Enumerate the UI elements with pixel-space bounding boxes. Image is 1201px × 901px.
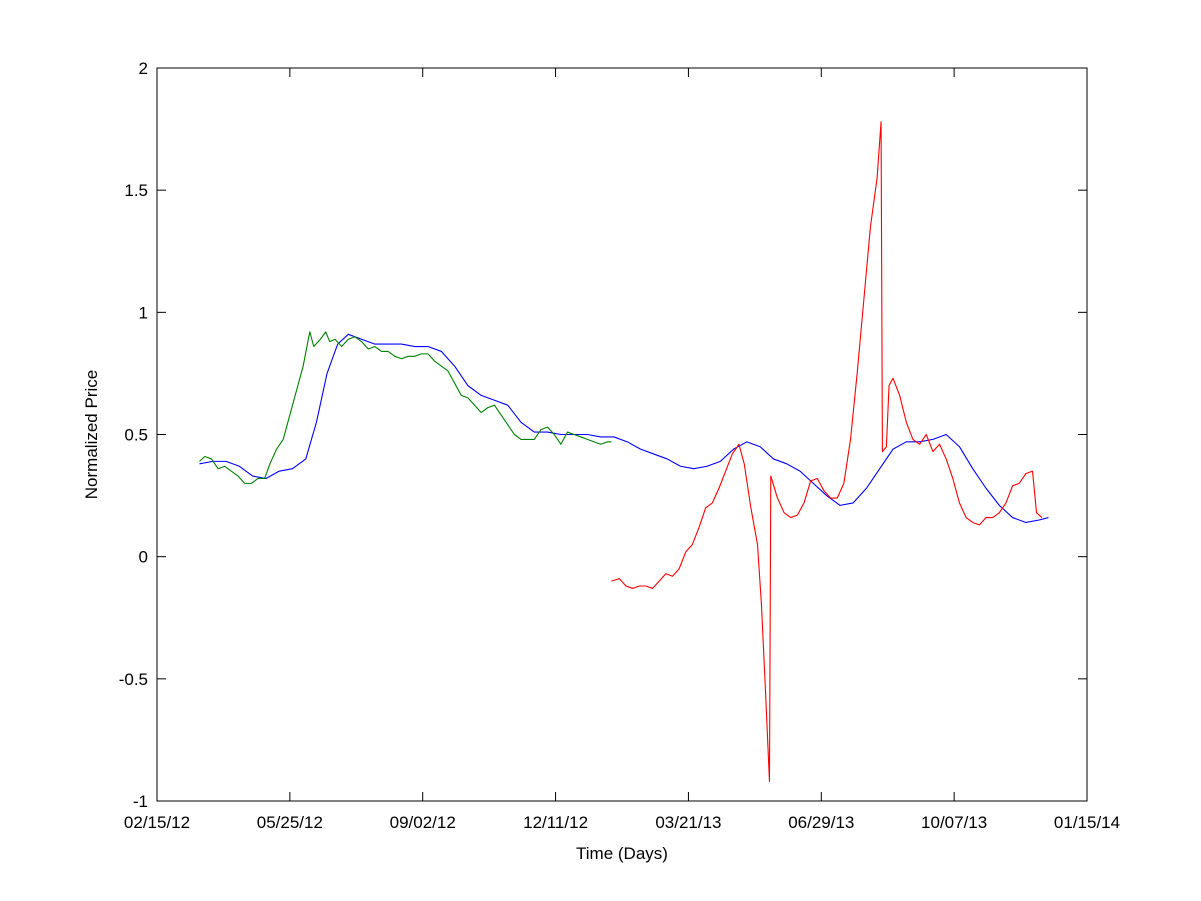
x-tick-label: 01/15/14: [1054, 813, 1120, 832]
x-tick-label: 09/02/12: [390, 813, 456, 832]
y-tick-label: 1.5: [124, 181, 148, 200]
y-tick-label: -1: [133, 792, 148, 811]
y-tick-labels: -1 -0.5 0 0.5 1 1.5 2: [119, 59, 148, 811]
y-tick-label: 2: [139, 59, 148, 78]
x-tick-label: 06/29/13: [788, 813, 854, 832]
series-line-3: [611, 121, 1043, 782]
x-tick-label: 05/25/12: [257, 813, 323, 832]
series-layer: [199, 121, 1049, 782]
plot-area-frame: [156, 67, 1088, 802]
series-line-1: [199, 333, 1049, 524]
y-tick-label: 0.5: [124, 426, 148, 445]
x-tick-label: 12/11/12: [523, 813, 588, 832]
y-tick-label: 0: [139, 548, 148, 567]
y-tick-label: -0.5: [119, 670, 148, 689]
x-tick-label: 03/21/13: [655, 813, 721, 832]
series-line-2: [199, 331, 612, 484]
x-tick-label: 10/07/13: [921, 813, 987, 832]
y-tick-label: 1: [139, 303, 148, 322]
x-axis-title: Time (Days): [576, 844, 668, 863]
x-tick-labels: 02/15/12 05/25/12 09/02/12 12/11/12 03/21/13…: [124, 813, 1120, 832]
y-axis-title: Normalized Price: [82, 370, 101, 499]
x-tick-label: 02/15/12: [124, 813, 190, 832]
